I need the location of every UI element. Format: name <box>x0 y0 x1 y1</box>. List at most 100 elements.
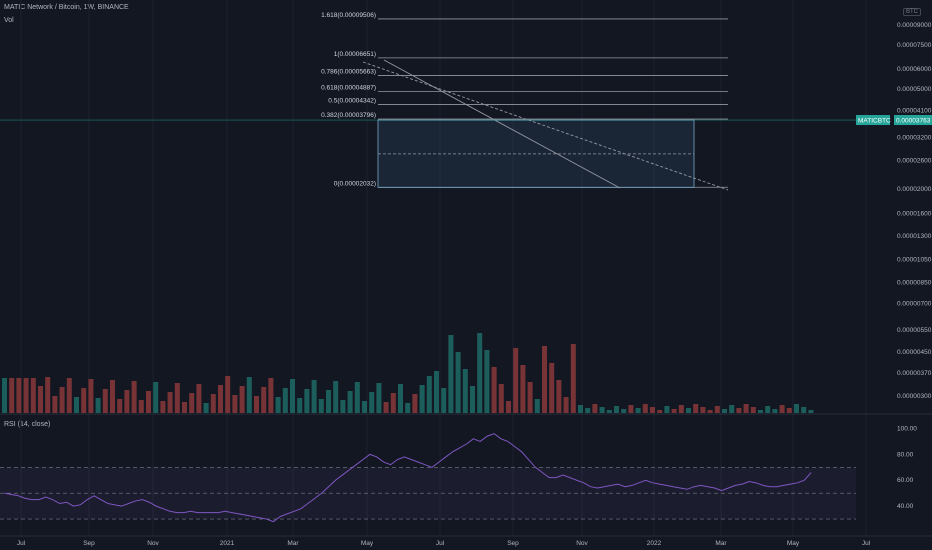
price-tick-label: 0.00000550 <box>897 327 932 334</box>
price-tag-value-box <box>894 115 932 126</box>
volume-bar <box>326 390 331 413</box>
volume-bar <box>297 398 303 413</box>
volume-bar <box>700 407 706 413</box>
volume-bar <box>362 401 367 413</box>
time-tick-label: Jul <box>436 540 445 547</box>
price-axis[interactable]: 0.000123000.000090000.000075000.00006000… <box>897 0 932 400</box>
price-tick-label: 0.00003200 <box>897 135 932 142</box>
volume-bar <box>419 385 425 413</box>
volume-bar <box>246 377 252 413</box>
volume-bar <box>59 387 65 413</box>
time-tick-label: Jul <box>17 540 26 547</box>
volume-bar <box>196 384 202 413</box>
volume-bar <box>16 378 22 413</box>
volume-bar <box>203 403 209 413</box>
price-tick-label: 0.00006000 <box>897 66 932 73</box>
fib-level-label: 0.618(0.00004887) <box>321 85 376 92</box>
volume-bar <box>239 386 245 413</box>
volume-bar <box>707 410 713 413</box>
price-tick-label: 0.00002000 <box>897 186 932 193</box>
volume-bar <box>160 401 166 413</box>
rsi-tick-label: 80.00 <box>897 451 914 458</box>
volume-bar <box>592 404 598 413</box>
volume-bar <box>38 386 43 413</box>
time-axis[interactable]: Jul Sep Nov 2021 Mar May Jul Sep Nov 2022 Mar May Ju… <box>17 540 871 547</box>
volume-bar <box>686 408 691 413</box>
volume-bar <box>671 409 677 413</box>
trend-line <box>383 59 621 189</box>
volume-bar <box>232 395 238 413</box>
volume-bar <box>390 393 396 413</box>
rsi-tick-label: 40.00 <box>897 503 914 510</box>
fib-level-label: 1(0.00006651) <box>334 51 376 58</box>
time-tick-label: 2022 <box>647 540 662 547</box>
fib-level-label: 0.786(0.00005663) <box>321 68 376 75</box>
volume-bar <box>693 404 699 413</box>
volume-bar <box>614 406 619 413</box>
volume-bar <box>254 396 259 413</box>
volume-bars <box>2 333 814 413</box>
volume-bar <box>484 350 490 413</box>
volume-bar <box>520 365 526 413</box>
price-tag: MATICBTC 0.00003763 <box>0 115 932 126</box>
volume-bar <box>628 405 634 413</box>
time-tick-label: Nov <box>147 540 159 547</box>
volume-bar <box>146 391 151 413</box>
volume-bar <box>808 410 814 413</box>
price-tick-label: 0.00001050 <box>897 256 932 263</box>
range-box[interactable] <box>377 119 695 188</box>
volume-bar <box>318 399 324 413</box>
currency-badge[interactable]: BTC <box>903 8 921 16</box>
volume-bar <box>167 392 173 413</box>
volume-bar <box>88 379 94 413</box>
price-tick-label: 0.00001600 <box>897 210 932 217</box>
volume-bar <box>138 400 144 413</box>
volume-bar <box>268 378 274 413</box>
volume-bar <box>462 369 468 413</box>
volume-bar <box>578 405 583 413</box>
volume-bar <box>261 387 267 413</box>
price-tick-label: 0.00000450 <box>897 349 932 356</box>
volume-bar <box>506 401 511 413</box>
volume-bar <box>542 346 547 413</box>
volume-bar <box>311 380 317 413</box>
volume-bar <box>174 383 180 413</box>
volume-bar <box>290 379 295 413</box>
fib-level-label: 1.618(0.00009506) <box>321 12 376 19</box>
volume-bar <box>398 384 403 413</box>
volume-bar <box>779 405 785 413</box>
volume-bar <box>786 408 792 413</box>
volume-bar <box>714 406 720 413</box>
volume-bar <box>102 389 108 413</box>
vol-label: Vol <box>4 17 14 24</box>
volume-bar <box>218 385 223 413</box>
volume-bar <box>304 389 310 413</box>
time-tick-label: Jul <box>862 540 871 547</box>
volume-bar <box>441 388 447 413</box>
time-tick-label: Mar <box>287 540 299 547</box>
volume-bar <box>635 408 641 413</box>
volume-bar <box>585 408 591 413</box>
fib-level-label: 0.5(0.00004342) <box>328 97 376 104</box>
volume-bar <box>2 378 7 413</box>
volume-bar <box>9 378 15 413</box>
price-tick-label: 0.00002600 <box>897 157 932 164</box>
volume-bar <box>750 407 756 413</box>
rsi-tick-label: 100.00 <box>897 425 917 432</box>
volume-bar <box>124 390 130 413</box>
volume-bar <box>765 406 771 413</box>
volume-bar <box>599 407 605 413</box>
trend-lines[interactable] <box>362 59 729 191</box>
volume-bar <box>275 397 281 413</box>
volume-bar <box>110 380 115 413</box>
volume-bar <box>743 404 749 413</box>
volume-bar <box>66 378 72 413</box>
volume-bar <box>282 388 288 413</box>
volume-bar <box>434 371 439 413</box>
price-tick-label: 0.00000850 <box>897 279 932 286</box>
volume-bar <box>354 382 360 413</box>
volume-bar <box>498 384 504 413</box>
volume-bar <box>333 381 339 413</box>
price-tick-label: 0.00000370 <box>897 370 932 377</box>
